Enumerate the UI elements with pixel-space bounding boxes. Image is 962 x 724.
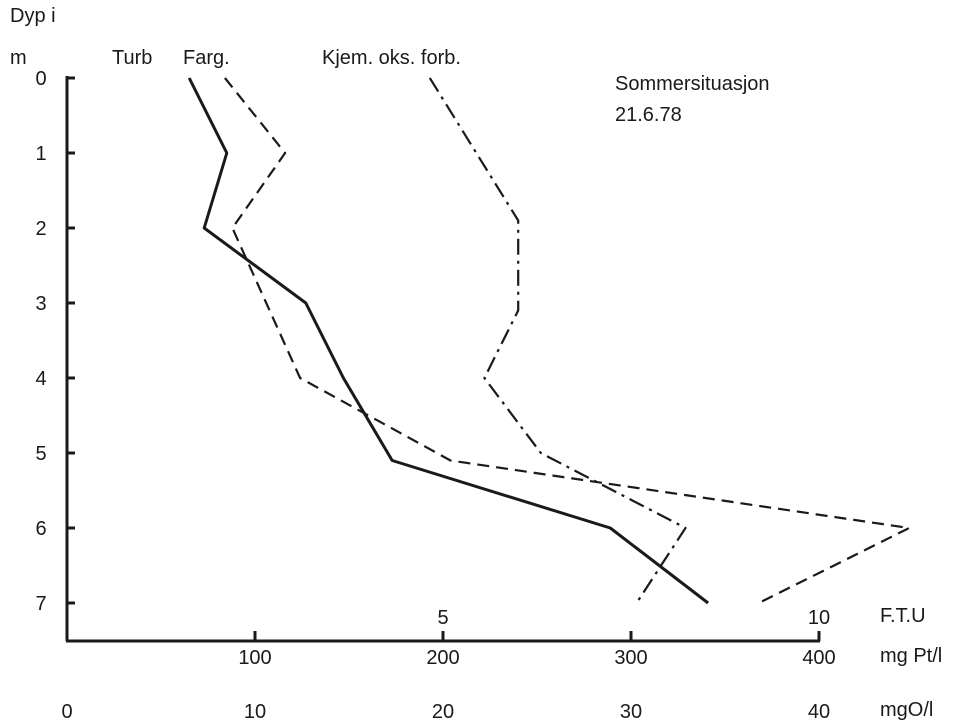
y-tick-label-1: 1 (35, 143, 46, 165)
x-tick-label-axis1-0: 100 (238, 647, 271, 669)
x-tick-label-axis0-1: 10 (808, 607, 830, 629)
x-tick-label-axis2-4: 40 (808, 701, 830, 723)
x-axis-unit-0: F.T.U (880, 605, 926, 627)
series-label-kjem: Kjem. oks. forb. (322, 47, 461, 69)
y-tick-label-0: 0 (35, 68, 46, 90)
series-group (189, 78, 909, 603)
series-label-turb: Turb (112, 47, 152, 69)
x-tick-label-axis2-2: 20 (432, 701, 454, 723)
x-tick-label-axis2-1: 10 (244, 701, 266, 723)
series-label-farg: Farg. (183, 47, 230, 69)
x-tick-label-axis1-3: 400 (802, 647, 835, 669)
x-tick-label-axis1-1: 200 (426, 647, 459, 669)
y-axis-label-line-2: m (10, 47, 27, 69)
series-line-0 (225, 78, 909, 603)
y-tick-label-5: 5 (35, 443, 46, 465)
y-axis-label-line-1: Dyp i (10, 5, 56, 27)
annotation-line-2: 21.6.78 (615, 104, 682, 126)
x-axis-unit-2: mgO/l (880, 699, 933, 721)
x-tick-label-axis0-0: 5 (437, 607, 448, 629)
x-ticks-group: 5 10 F.T.U 100 200 300 400 mg Pt/l 0 10 20 30 40 mgO/… (61, 605, 942, 723)
y-tick-label-4: 4 (35, 368, 46, 390)
x-tick-label-axis2-3: 30 (620, 701, 642, 723)
y-tick-label-7: 7 (35, 593, 46, 615)
x-tick-label-axis2-0: 0 (61, 701, 72, 723)
x-tick-label-axis1-2: 300 (614, 647, 647, 669)
series-line-2 (430, 78, 686, 603)
annotation-line-1: Sommersituasjon (615, 73, 770, 95)
y-tick-label-6: 6 (35, 518, 46, 540)
y-tick-label-3: 3 (35, 293, 46, 315)
x-axis-unit-1: mg Pt/l (880, 645, 942, 667)
y-tick-label-2: 2 (35, 218, 46, 240)
series-line-1 (189, 78, 708, 603)
y-ticks-group: 0 1 2 3 4 5 6 7 (35, 68, 75, 615)
